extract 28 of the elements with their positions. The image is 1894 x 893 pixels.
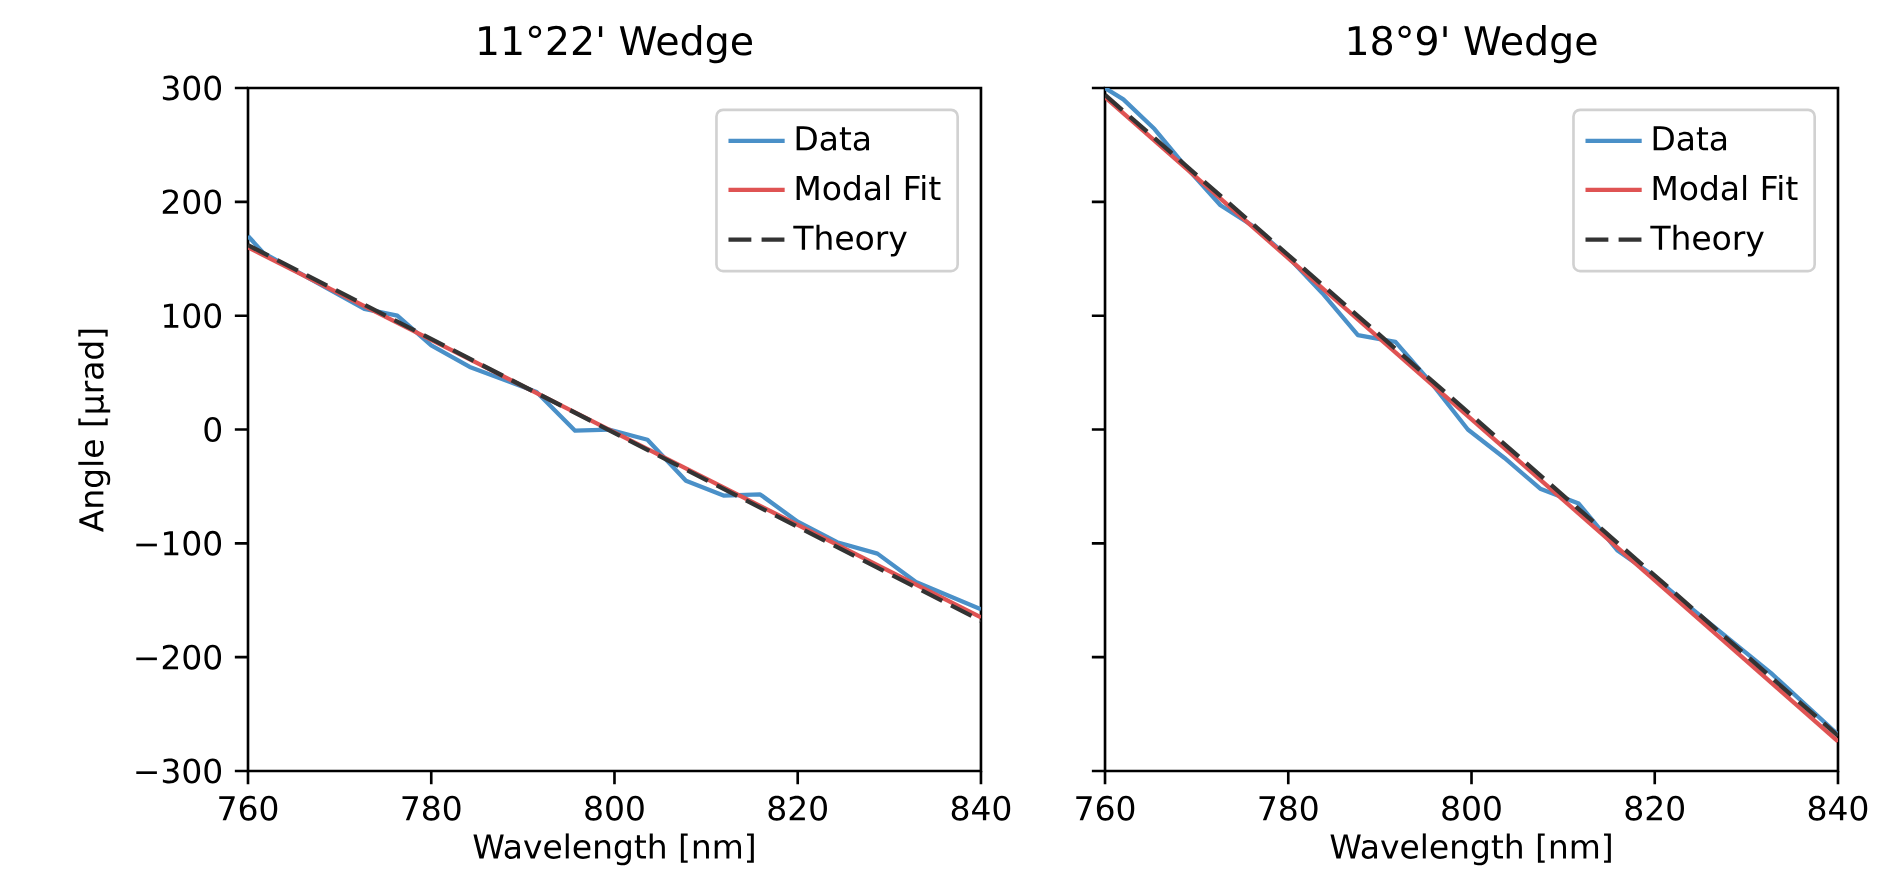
legend-label: Theory: [793, 224, 907, 257]
y-tick-label: 300: [162, 75, 222, 101]
y-tick-label: 100: [163, 303, 222, 329]
legend-label: Modal Fit: [1653, 174, 1798, 201]
legend-label: Modal Fit: [796, 174, 941, 201]
x-tick-label: 820: [768, 795, 827, 821]
chart-title: 11°22' Wedge: [479, 25, 752, 64]
x-tick-label: 840: [951, 795, 1011, 821]
x-tick-label: 840: [1808, 795, 1868, 821]
chart-title: 18°9' Wedge: [1348, 25, 1597, 64]
y-tick-label: 200: [162, 189, 222, 215]
x-tick-label: 760: [1076, 795, 1135, 821]
x-tick-label: 760: [219, 795, 278, 821]
x-axis-title: Wavelength [nm]: [1330, 833, 1611, 866]
y-tick-label: 0: [204, 417, 222, 442]
x-tick-label: 780: [1259, 795, 1318, 821]
x-axis-title: Wavelength [nm]: [473, 833, 754, 866]
legend-label: Data: [796, 126, 870, 151]
legend-label: Theory: [1650, 224, 1764, 257]
y-tick-label: −300: [136, 758, 222, 784]
x-tick-label: 800: [585, 795, 644, 821]
x-tick-label: 780: [402, 795, 461, 821]
x-tick-label: 820: [1625, 795, 1684, 821]
legend-label: Data: [1653, 126, 1727, 151]
y-tick-label: −100: [136, 530, 222, 556]
x-tick-label: 800: [1442, 795, 1501, 821]
y-tick-label: −200: [136, 644, 222, 670]
y-axis-title: Angle [μrad]: [78, 329, 111, 532]
